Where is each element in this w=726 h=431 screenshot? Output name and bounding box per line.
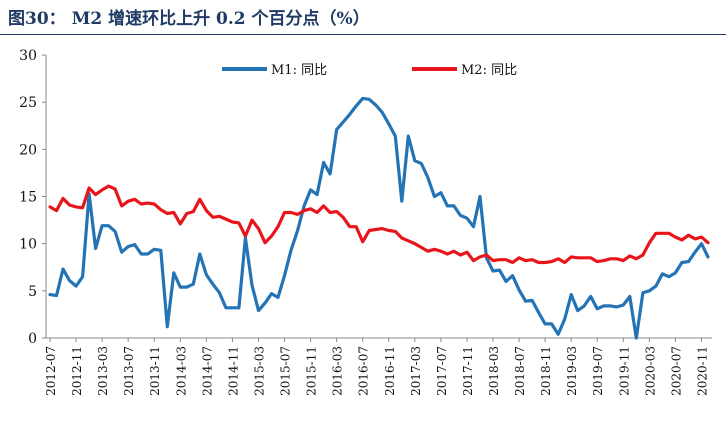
x-tick-label: 2018-03 [487,346,501,396]
chart-legend: M1: 同比 M2: 同比 [222,63,517,78]
x-tick-label: 2018-11 [539,346,553,396]
x-tick-label: 2015-11 [305,346,319,396]
legend-label-2: M2: 同比 [461,63,517,78]
x-tick-label: 2013-03 [96,346,110,396]
x-tick-label: 2020-07 [669,346,683,396]
x-tick-label: 2020-11 [695,346,709,396]
y-tick-label: 15 [19,190,37,206]
x-tick-label: 2013-11 [148,346,162,396]
y-tick-label: 0 [28,331,37,347]
x-tick-label: 2020-03 [643,346,657,396]
x-tick-label: 2019-03 [565,346,579,396]
y-tick-label: 20 [19,142,37,158]
x-tick-label: 2017-07 [435,346,449,396]
x-tick-label: 2012-07 [44,346,58,396]
series-line-1 [48,96,710,340]
chart-series [48,96,710,340]
x-tick-label: 2019-11 [617,346,631,396]
y-tick-label: 30 [19,48,37,64]
figure-title-bar: 图30： M2 增速环比上升 0.2 个百分点（%） [0,0,726,35]
x-tick-label: 2016-07 [357,346,371,396]
x-tick-label: 2015-03 [252,346,266,396]
x-tick-label: 2017-11 [461,346,475,396]
x-tick-label: 2019-07 [591,346,605,396]
chart-axes: 0 5 10 15 20 25 30 2012-07 2012-11 2013-03 2013-07… [19,48,712,396]
x-tick-label: 2014-11 [226,346,240,396]
y-tick-label: 25 [19,95,37,111]
figure-title: 图30： M2 增速环比上升 0.2 个百分点（%） [8,9,370,29]
y-tick-label: 5 [28,284,37,300]
series-line-2 [48,184,710,265]
x-tick-label: 2016-03 [331,346,345,396]
x-tick-label: 2016-11 [383,346,397,396]
x-tick-label: 2014-03 [174,346,188,396]
x-tick-label: 2015-07 [279,346,293,396]
x-tick-label: 2018-07 [513,346,527,396]
x-tick-label: 2017-03 [409,346,423,396]
x-tick-label: 2014-07 [200,346,214,396]
legend-label-1: M1: 同比 [271,63,327,78]
x-tick-label: 2012-11 [70,346,84,396]
x-tick-label: 2013-07 [122,346,136,396]
y-tick-label: 10 [19,237,37,253]
